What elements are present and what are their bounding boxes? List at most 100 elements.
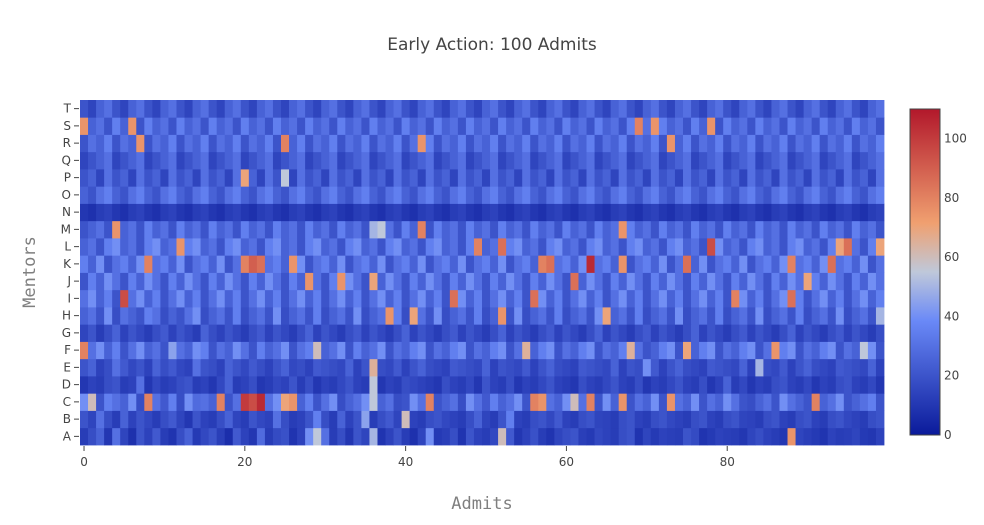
heatmap-cell bbox=[731, 220, 740, 239]
heatmap-cell bbox=[811, 410, 821, 429]
heatmap-cell bbox=[176, 203, 185, 222]
heatmap-cell bbox=[811, 100, 821, 118]
heatmap-cell bbox=[771, 220, 780, 239]
heatmap-cell bbox=[313, 272, 322, 291]
heatmap-cell bbox=[658, 100, 668, 118]
heatmap-cell bbox=[610, 169, 620, 187]
heatmap-cell bbox=[570, 100, 579, 118]
heatmap-cell bbox=[345, 203, 354, 222]
heatmap-cell bbox=[658, 289, 668, 308]
heatmap-cell bbox=[417, 255, 427, 273]
heatmap-cell bbox=[658, 393, 668, 411]
heatmap-cell bbox=[867, 169, 877, 187]
heatmap-cell bbox=[787, 238, 796, 256]
heatmap-cell bbox=[843, 100, 853, 118]
heatmap-cell bbox=[433, 151, 443, 170]
heatmap-cell bbox=[554, 117, 563, 135]
heatmap-cell bbox=[843, 324, 853, 342]
heatmap-cell bbox=[739, 186, 748, 204]
heatmap-cell bbox=[715, 220, 724, 239]
heatmap-cell bbox=[795, 341, 804, 360]
heatmap-cell bbox=[417, 272, 427, 291]
heatmap-cell bbox=[136, 289, 145, 308]
heatmap-cell bbox=[369, 289, 378, 308]
heatmap-cell bbox=[256, 203, 266, 222]
colorbar-tick-label: 20 bbox=[944, 369, 959, 383]
heatmap-cell bbox=[691, 427, 700, 446]
heatmap-cell bbox=[683, 151, 692, 170]
heatmap-cell bbox=[803, 220, 813, 239]
heatmap-cell bbox=[401, 358, 411, 377]
heatmap-cell bbox=[843, 117, 853, 135]
heatmap-cell bbox=[803, 358, 813, 377]
heatmap-cell bbox=[586, 169, 595, 187]
heatmap-cell bbox=[787, 427, 796, 446]
heatmap-cell bbox=[851, 358, 861, 377]
heatmap-cell bbox=[465, 410, 475, 429]
heatmap-cell bbox=[104, 324, 113, 342]
heatmap-cell bbox=[707, 255, 716, 273]
heatmap-cell bbox=[835, 151, 845, 170]
heatmap-cell bbox=[723, 220, 732, 239]
heatmap-cell bbox=[96, 289, 105, 308]
heatmap-cell bbox=[192, 151, 201, 170]
heatmap-cell bbox=[313, 393, 322, 411]
heatmap-cell bbox=[683, 341, 692, 360]
heatmap-cell bbox=[674, 272, 684, 291]
heatmap-cell bbox=[176, 117, 185, 135]
heatmap-cell bbox=[546, 117, 555, 135]
heatmap-cell bbox=[666, 307, 676, 325]
heatmap-cell bbox=[731, 255, 740, 273]
heatmap-cell bbox=[232, 220, 242, 239]
heatmap-cell bbox=[377, 272, 386, 291]
heatmap-cell bbox=[256, 238, 266, 256]
heatmap-cell bbox=[337, 117, 346, 135]
heatmap-cell bbox=[369, 100, 378, 118]
heatmap-cell bbox=[586, 151, 595, 170]
heatmap-cell bbox=[658, 376, 668, 394]
heatmap-cell bbox=[425, 255, 435, 273]
heatmap-cell bbox=[337, 358, 346, 377]
colorbar bbox=[909, 108, 941, 436]
heatmap-cell bbox=[224, 324, 234, 342]
heatmap-cell bbox=[554, 169, 563, 187]
heatmap-cell bbox=[264, 358, 274, 377]
heatmap-cell bbox=[297, 307, 306, 325]
heatmap-cell bbox=[281, 410, 290, 429]
heatmap-cell bbox=[538, 238, 547, 256]
heatmap-cell bbox=[586, 255, 595, 273]
heatmap-cell bbox=[498, 410, 507, 429]
heatmap-cell bbox=[345, 169, 354, 187]
heatmap-cell bbox=[353, 151, 362, 170]
heatmap-cell bbox=[602, 324, 612, 342]
heatmap-cell bbox=[570, 393, 579, 411]
heatmap-cell bbox=[530, 203, 539, 222]
heatmap-cell bbox=[409, 220, 419, 239]
heatmap-cell bbox=[522, 410, 531, 429]
heatmap-cell bbox=[248, 169, 258, 187]
heatmap-cell bbox=[321, 151, 330, 170]
heatmap-cell bbox=[578, 255, 587, 273]
heatmap-cell bbox=[803, 393, 813, 411]
heatmap-cell bbox=[345, 324, 354, 342]
heatmap-cell bbox=[562, 358, 571, 377]
heatmap-cell bbox=[465, 307, 475, 325]
heatmap-cell bbox=[827, 376, 837, 394]
heatmap-cell bbox=[875, 358, 885, 377]
heatmap-cell bbox=[875, 255, 885, 273]
heatmap-cell bbox=[433, 324, 443, 342]
heatmap-cell bbox=[650, 307, 660, 325]
heatmap-cell bbox=[771, 100, 780, 118]
heatmap-cell bbox=[289, 341, 298, 360]
heatmap-cell bbox=[136, 307, 145, 325]
heatmap-cell bbox=[538, 203, 547, 222]
heatmap-cell bbox=[281, 393, 290, 411]
heatmap-cell bbox=[803, 186, 813, 204]
heatmap-cell bbox=[811, 376, 821, 394]
heatmap-cell bbox=[835, 186, 845, 204]
heatmap-cell bbox=[530, 324, 539, 342]
heatmap-cell bbox=[586, 358, 595, 377]
heatmap-cell bbox=[498, 100, 507, 118]
heatmap-cell bbox=[321, 203, 330, 222]
heatmap-cell bbox=[538, 427, 547, 446]
